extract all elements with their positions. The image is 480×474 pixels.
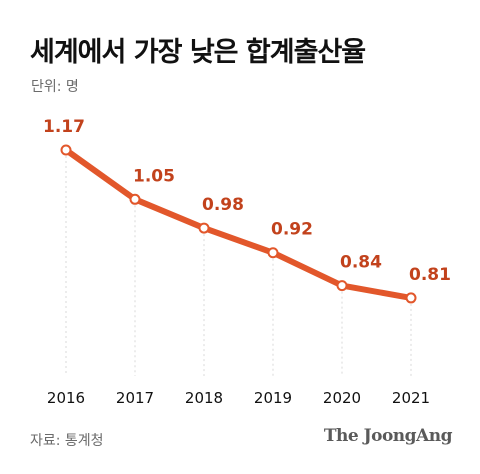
- data-label-2016: 1.17: [43, 117, 85, 137]
- data-label-2020: 0.84: [340, 253, 382, 273]
- x-tick-label-2016: 2016: [47, 389, 85, 407]
- vertical-guides: [65, 156, 412, 376]
- x-tick-label-2021: 2021: [392, 389, 430, 407]
- source-note: 자료: 통계청: [30, 433, 104, 449]
- x-axis-ticks: 2016 2017 2018 2019 2020 2021: [47, 389, 430, 407]
- data-point-2020: [336, 280, 348, 292]
- data-point-2021: [405, 292, 417, 304]
- data-points: [60, 144, 417, 304]
- x-tick-label-2017: 2017: [116, 389, 154, 407]
- chart-title: 세계에서 가장 낮은 합계출산율: [30, 37, 366, 68]
- data-labels: 1.17 1.05 0.98 0.92 0.84 0.81: [43, 117, 451, 285]
- data-label-2018: 0.98: [202, 195, 244, 215]
- data-point-2017: [129, 193, 141, 205]
- data-label-2021: 0.81: [409, 265, 451, 285]
- unit-label: 단위: 명: [31, 79, 79, 95]
- data-label-2017: 1.05: [133, 166, 175, 186]
- data-point-2018: [198, 222, 210, 234]
- series-line: [63, 147, 414, 301]
- x-tick-label-2020: 2020: [323, 389, 361, 407]
- x-tick-label-2019: 2019: [254, 389, 292, 407]
- brand-logo: The JoongAng: [323, 426, 453, 446]
- data-point-2016: [60, 144, 72, 156]
- data-label-2019: 0.92: [271, 220, 313, 240]
- x-tick-label-2018: 2018: [185, 389, 223, 407]
- data-point-2019: [267, 247, 279, 259]
